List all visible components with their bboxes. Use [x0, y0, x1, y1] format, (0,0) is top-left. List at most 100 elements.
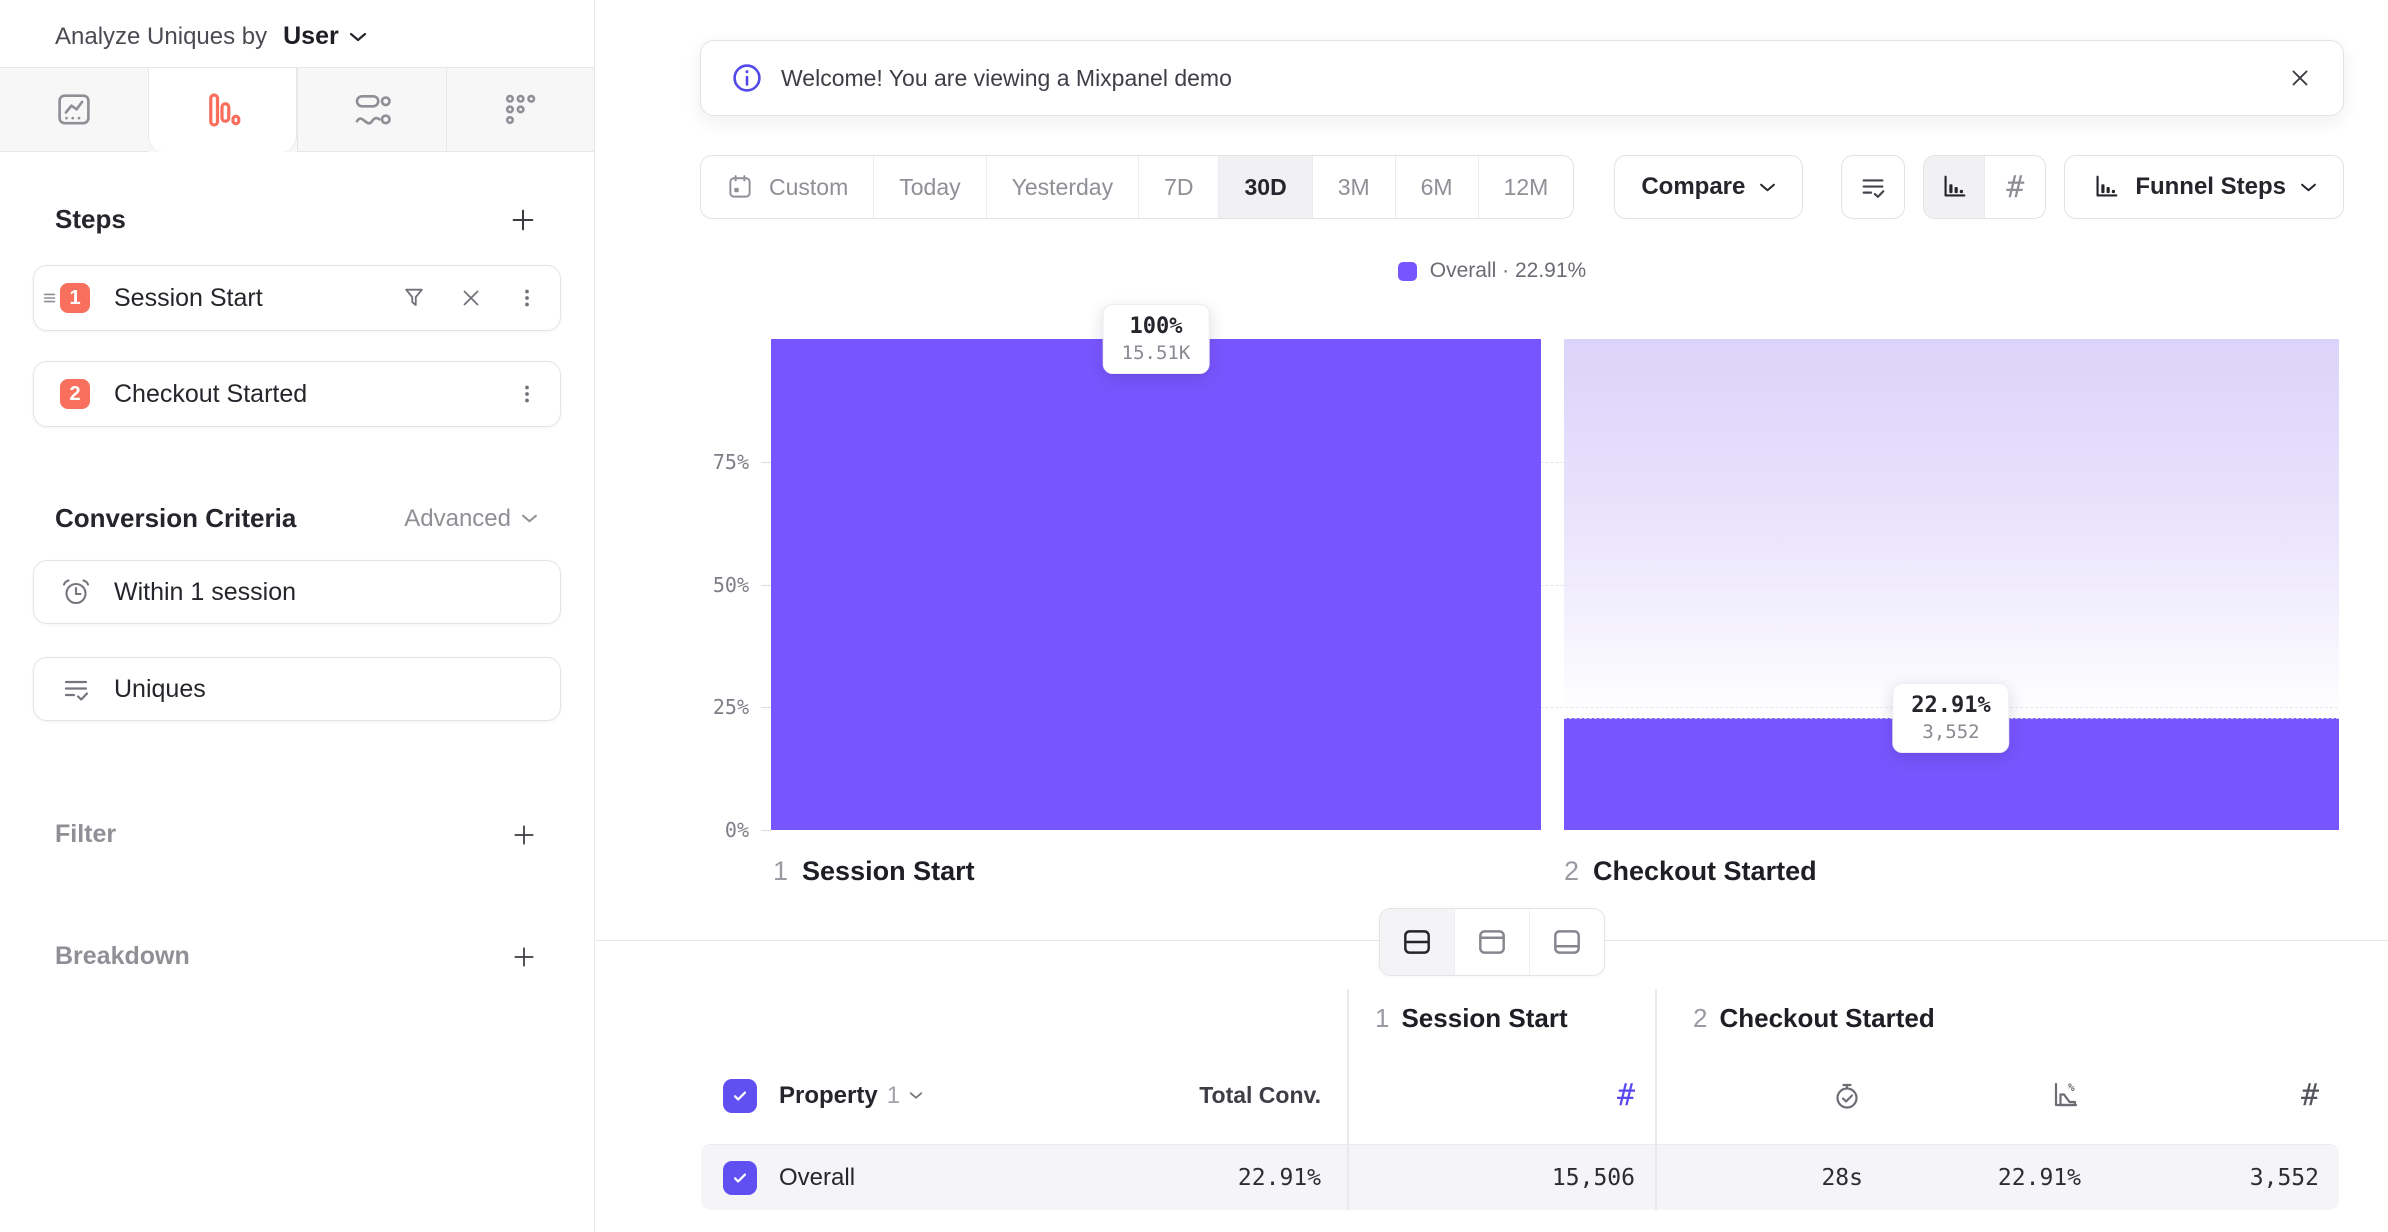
- funnel-chart: 75% 50% 25% 0% 100% 15.51K 22.91% 3,552: [713, 304, 2339, 842]
- top-panel-layout-icon: [1475, 925, 1509, 959]
- svg-text:%: %: [2068, 1081, 2075, 1094]
- step-name: Checkout Started: [1593, 856, 1817, 886]
- tab-funnels[interactable]: [147, 68, 297, 152]
- retention-dots-icon: [499, 90, 541, 130]
- value-format-toggle: #: [1923, 155, 2047, 219]
- conversion-criteria-header: Conversion Criteria Advanced: [0, 503, 594, 534]
- report-main-area: Welcome! You are viewing a Mixpanel demo…: [596, 0, 2388, 1232]
- funnel-bar-1[interactable]: [771, 339, 1541, 830]
- close-icon[interactable]: [2287, 65, 2313, 91]
- step-card-1[interactable]: 1 Session Start: [33, 265, 561, 331]
- advanced-dropdown[interactable]: Advanced: [404, 505, 538, 533]
- date-range-label: Yesterday: [1011, 173, 1114, 200]
- date-range-3m[interactable]: 3M: [1311, 156, 1395, 218]
- date-range-label: 6M: [1420, 173, 1453, 200]
- group-step-number: 1: [1375, 1002, 1390, 1033]
- step1-count-header[interactable]: #: [1347, 1047, 1655, 1144]
- filter-icon[interactable]: [400, 284, 428, 312]
- tooltip-count: 3,552: [1922, 720, 1980, 743]
- breakdown-title: Breakdown: [55, 942, 190, 970]
- group-step-name: Checkout Started: [1719, 1002, 1935, 1033]
- step2-count-cell: 3,552: [2101, 1144, 2339, 1210]
- split-layout-icon: [1400, 925, 1434, 959]
- y-axis-tick: [761, 584, 771, 586]
- step2-rate-header[interactable]: %: [1891, 1047, 2101, 1144]
- date-range-today[interactable]: Today: [873, 156, 985, 218]
- chevron-down-icon: [2300, 182, 2317, 193]
- info-icon: [731, 62, 763, 94]
- percent-chart-toggle[interactable]: [1924, 156, 1985, 218]
- date-range-label: 30D: [1244, 173, 1287, 200]
- counting-method-label: Uniques: [114, 674, 206, 703]
- chevron-down-icon: [1759, 182, 1776, 193]
- date-range-custom[interactable]: Custom: [701, 156, 873, 218]
- count-hash-icon: #: [1616, 1078, 1635, 1113]
- step-axis-label-2: 2 Checkout Started: [1564, 856, 1817, 887]
- step-axis-label-1: 1 Session Start: [773, 856, 975, 887]
- group-step-name: Session Start: [1401, 1002, 1568, 1033]
- chart-legend[interactable]: Overall · 22.91%: [596, 259, 2388, 283]
- date-range-label: 7D: [1164, 173, 1194, 200]
- step-number-badge: 1: [60, 283, 90, 313]
- steps-title: Steps: [55, 204, 126, 234]
- date-range-6m[interactable]: 6M: [1394, 156, 1478, 218]
- steps-section-header: Steps: [0, 204, 594, 235]
- group-step-number: 2: [1693, 1002, 1708, 1033]
- date-range-yesterday[interactable]: Yesterday: [985, 156, 1138, 218]
- absolute-numbers-toggle[interactable]: #: [1984, 156, 2045, 218]
- drag-handle-icon[interactable]: [41, 289, 59, 307]
- step2-time-header[interactable]: [1655, 1047, 1891, 1144]
- group-header-step-1: 1 Session Start: [1347, 989, 1655, 1047]
- uniques-toggle-button[interactable]: [1841, 155, 1906, 219]
- tab-retention[interactable]: [445, 68, 594, 152]
- conversion-rate-icon: %: [2049, 1080, 2081, 1112]
- date-range-7d[interactable]: 7D: [1138, 156, 1218, 218]
- analyze-unit-dropdown[interactable]: User: [283, 22, 367, 51]
- add-step-button[interactable]: [508, 205, 538, 235]
- analyze-header: Analyze Uniques by User: [0, 0, 594, 51]
- row-checkbox[interactable]: [723, 1160, 757, 1195]
- property-selector-dropdown[interactable]: Property 1: [779, 1082, 923, 1110]
- step-name: Session Start: [802, 856, 975, 886]
- date-range-label: 3M: [1337, 173, 1370, 200]
- gridline-50: [771, 584, 2338, 586]
- funnel-bar-2[interactable]: [1564, 339, 2339, 830]
- view-selector-label: Funnel Steps: [2135, 173, 2286, 200]
- step-event-label[interactable]: Checkout Started: [114, 379, 308, 408]
- advanced-label: Advanced: [404, 504, 511, 532]
- breakdown-section-header: Breakdown: [0, 942, 594, 971]
- step2-count-header[interactable]: #: [2101, 1047, 2339, 1144]
- date-range-label: 12M: [1503, 173, 1549, 200]
- date-range-12m[interactable]: 12M: [1477, 156, 1574, 218]
- tab-insights[interactable]: [0, 68, 148, 152]
- conversion-window-card[interactable]: Within 1 session: [33, 560, 561, 624]
- counting-method-card[interactable]: Uniques: [33, 657, 561, 721]
- step1-count-cell: 15,506: [1347, 1144, 1655, 1210]
- analyze-unit-value: User: [283, 22, 339, 50]
- remove-step-icon[interactable]: [458, 285, 484, 311]
- step-event-label[interactable]: Session Start: [114, 283, 263, 312]
- table-only-layout-button[interactable]: [1529, 909, 1604, 975]
- date-range-label: Custom: [769, 173, 849, 200]
- date-range-30d[interactable]: 30D: [1218, 156, 1312, 218]
- view-selector-button[interactable]: Funnel Steps: [2064, 155, 2344, 219]
- total-conv-header[interactable]: Total Conv.: [1141, 1047, 1347, 1144]
- compare-label: Compare: [1641, 173, 1746, 200]
- kebab-menu-icon[interactable]: [514, 381, 540, 407]
- compare-button[interactable]: Compare: [1614, 155, 1804, 219]
- tab-flows[interactable]: [297, 68, 446, 152]
- chart-only-layout-button[interactable]: [1454, 909, 1529, 975]
- step2-rate-value: 22.91%: [1997, 1164, 2081, 1191]
- step1-count-value: 15,506: [1551, 1164, 1635, 1191]
- step-card-2[interactable]: 2 Checkout Started: [33, 361, 561, 427]
- kebab-menu-icon[interactable]: [514, 285, 540, 311]
- add-breakdown-button[interactable]: [510, 943, 538, 971]
- tooltip-percent: 100%: [1129, 314, 1183, 339]
- select-all-checkbox[interactable]: [723, 1078, 757, 1113]
- filter-section-header: Filter: [0, 820, 594, 849]
- property-label: Property: [779, 1081, 878, 1109]
- add-filter-button[interactable]: [510, 821, 538, 849]
- y-axis-tick: [761, 830, 771, 831]
- split-layout-button[interactable]: [1380, 909, 1454, 975]
